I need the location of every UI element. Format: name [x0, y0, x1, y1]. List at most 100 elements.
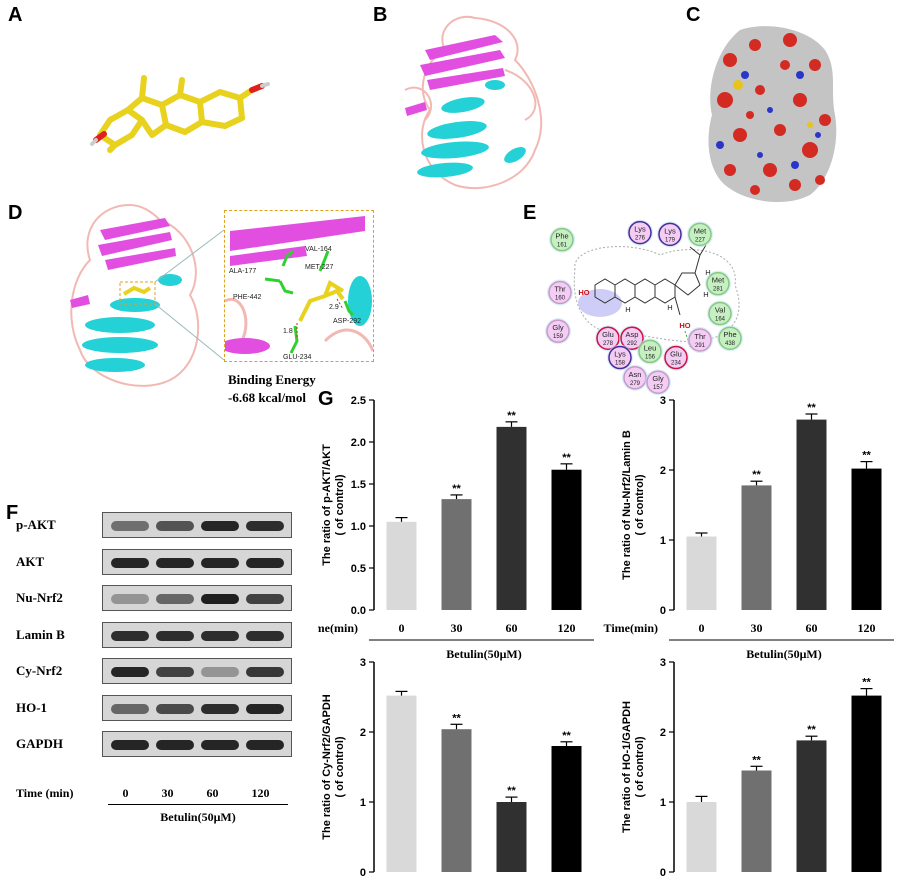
- residue-name: Met: [712, 276, 725, 285]
- wb-band: [156, 740, 194, 750]
- residue-name: Lys: [614, 350, 626, 359]
- residue-name: Met: [694, 226, 707, 235]
- wb-treatment-line: [108, 804, 288, 805]
- residue-number: 164: [715, 317, 726, 323]
- residue-name: Glu: [670, 350, 682, 359]
- significance-label: **: [752, 754, 761, 766]
- bar-60: [796, 419, 827, 610]
- bar-chart-4: 0 1 2 3 The ratio of HO-1/GAPDH( of control)…: [604, 657, 882, 885]
- y-axis-label: The ratio of p-AKT/AKT( of control): [321, 444, 346, 566]
- wb-band: [201, 740, 239, 750]
- wb-time-120: 120: [251, 786, 270, 800]
- residue-node-asp292: Asp 292: [619, 325, 645, 352]
- y-tick-label: 3: [660, 657, 666, 669]
- wb-blot-strip: [102, 548, 292, 575]
- wb-treatment-label: Betulin(50μM): [160, 810, 236, 824]
- x-category-label: 0: [699, 621, 705, 635]
- wb-time-60: 60: [206, 786, 219, 800]
- residue-node-thr291: Thr 291: [687, 326, 713, 353]
- y-tick-label: 1.0: [351, 521, 366, 533]
- bar-60: [496, 802, 527, 872]
- residue-number: 158: [615, 361, 626, 367]
- residue-name: Asp: [626, 330, 639, 339]
- wb-band: [201, 557, 239, 568]
- y-tick-label: 1: [360, 797, 366, 809]
- wb-label-lamin-b: Lamin B: [16, 626, 65, 642]
- wb-blot-strip: [102, 658, 292, 684]
- docking-zoom-inset: VAL-164 ALA-177 MET-227 PHE-442 ASP-292 …: [224, 210, 374, 362]
- significance-label: **: [862, 677, 871, 689]
- significance-label: **: [452, 712, 461, 724]
- residue-circle: [638, 339, 662, 364]
- wb-band: [111, 667, 149, 677]
- group-label: Betulin(50μM): [446, 647, 521, 661]
- residue-number: 291: [695, 343, 706, 349]
- wb-band: [111, 703, 149, 714]
- residue-node-lys158: Lys 158: [607, 344, 633, 371]
- residue-circle: [548, 280, 572, 305]
- residue-number: 179: [665, 237, 676, 243]
- residue-number: 227: [695, 237, 706, 243]
- residue-circle: [664, 345, 688, 370]
- residue-name: Phe: [555, 232, 568, 241]
- protein-surface-model: [708, 26, 837, 203]
- binding-energy-title: Binding Energy: [228, 372, 316, 387]
- y-tick-label: 1.5: [351, 479, 366, 491]
- wb-band: [201, 521, 239, 531]
- residue-node-met227: Met 227: [687, 221, 713, 248]
- residue-node-lys276: Lys 276: [627, 219, 653, 246]
- residue-name: Thr: [694, 332, 706, 341]
- y-tick-label: 1: [660, 535, 666, 547]
- residue-number: 281: [713, 287, 724, 293]
- residue-name: Glu: [602, 330, 614, 339]
- residue-name: Gly: [652, 374, 664, 383]
- wb-band: [156, 667, 194, 677]
- residue-number: 234: [671, 361, 682, 367]
- wb-band: [111, 740, 149, 750]
- panel-label-d: D: [8, 202, 23, 224]
- y-tick-label: 0: [660, 605, 666, 617]
- x-axis-label: Time(min): [604, 621, 658, 635]
- wb-band: [201, 594, 239, 604]
- y-tick-label: 2.0: [351, 437, 366, 449]
- wb-blot-strip: [102, 694, 292, 721]
- residue-node-gly157: Gly 157: [645, 369, 671, 395]
- residue-node-val164: Val 164: [707, 300, 733, 327]
- x-category-label: 0: [699, 883, 705, 885]
- residue-number: 160: [555, 295, 566, 301]
- residue-node-met281: Met 281: [705, 270, 731, 297]
- wb-blot-strip: [102, 585, 292, 611]
- wb-band: [201, 630, 239, 641]
- residue-number: 161: [557, 243, 568, 249]
- wb-time-30: 30: [161, 786, 174, 800]
- wb-band: [156, 703, 194, 714]
- wb-band: [111, 630, 149, 641]
- y-tick-label: 0.0: [351, 605, 366, 617]
- residue-node-lys179: Lys 179: [657, 221, 683, 248]
- y-tick-label: 2: [660, 465, 666, 477]
- betulin-stick-model: [90, 75, 270, 153]
- residue-node-phe161: Phe 161: [549, 226, 575, 253]
- western-blot-panel: p-AKT AKT Nu-Nrf2 Lamin B Cy-Nrf2 HO-1 GAPDH T…: [16, 512, 306, 842]
- bar-30: [441, 729, 472, 872]
- wb-band: [246, 667, 284, 677]
- wb-label-cy-nrf2: Cy-Nrf2: [16, 663, 63, 678]
- residue-circle: [688, 328, 712, 352]
- significance-label: **: [807, 402, 816, 414]
- residue-name: Thr: [554, 284, 566, 293]
- residue-label-met227: MET-227: [305, 264, 334, 271]
- residue-node-thr160: Thr 160: [547, 279, 573, 306]
- residue-node-phe438: Phe 438: [717, 325, 743, 352]
- x-category-label: 120: [858, 621, 876, 635]
- x-category-label: 120: [558, 621, 576, 635]
- bar-0: [386, 695, 417, 872]
- y-tick-label: 0: [660, 867, 666, 879]
- significance-label: **: [507, 785, 516, 797]
- residue-label-glu234: GLU-234: [283, 354, 312, 361]
- y-tick-label: 1: [660, 797, 666, 809]
- wb-band: [111, 557, 149, 568]
- residue-label-asp292: ASP-292: [333, 318, 361, 325]
- y-tick-label: 3: [360, 657, 366, 669]
- residue-name: Val: [715, 306, 726, 315]
- protein-ribbon-structure: [404, 15, 543, 190]
